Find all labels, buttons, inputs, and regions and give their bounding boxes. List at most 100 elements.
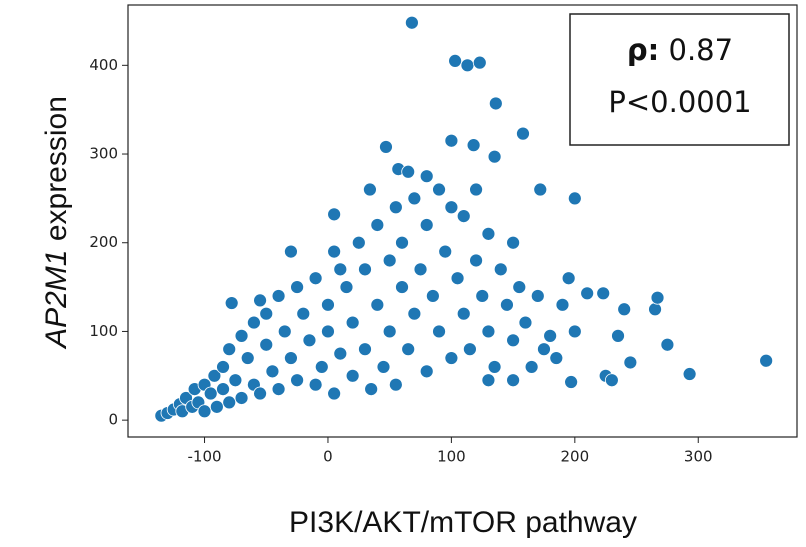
point bbox=[456, 306, 471, 321]
annotation-rho: ρ: 0.87 bbox=[627, 33, 733, 67]
point bbox=[265, 364, 280, 379]
annotation-box bbox=[569, 13, 790, 146]
point bbox=[481, 324, 496, 339]
point bbox=[469, 253, 483, 268]
point bbox=[290, 373, 305, 388]
point bbox=[682, 367, 697, 381]
point bbox=[302, 333, 317, 348]
point bbox=[358, 262, 372, 277]
point bbox=[512, 280, 527, 294]
point bbox=[271, 382, 286, 396]
point bbox=[351, 235, 366, 250]
point bbox=[370, 297, 385, 312]
point bbox=[395, 235, 409, 250]
point bbox=[327, 244, 342, 259]
point bbox=[395, 280, 409, 294]
rho-label: ρ: bbox=[627, 33, 659, 67]
point bbox=[401, 342, 416, 357]
point bbox=[561, 271, 576, 286]
point bbox=[450, 271, 465, 286]
point bbox=[216, 360, 230, 374]
point bbox=[444, 351, 459, 365]
point bbox=[388, 200, 403, 215]
point bbox=[345, 315, 360, 330]
point bbox=[388, 377, 403, 392]
point bbox=[327, 207, 342, 222]
point bbox=[339, 280, 354, 294]
point bbox=[488, 96, 503, 111]
point bbox=[506, 235, 521, 250]
x-tick-label: 0 bbox=[323, 448, 333, 466]
point bbox=[207, 368, 222, 383]
point bbox=[379, 140, 393, 154]
point bbox=[290, 280, 305, 294]
point bbox=[448, 53, 462, 68]
point bbox=[296, 306, 311, 321]
plot-frame bbox=[127, 4, 798, 438]
point bbox=[284, 351, 298, 365]
point bbox=[253, 386, 267, 401]
y-tick-label: 200 bbox=[89, 233, 118, 251]
point bbox=[425, 289, 440, 303]
x-tick-label: 300 bbox=[684, 448, 713, 466]
annotation-p: P<0.0001 bbox=[608, 85, 751, 119]
points bbox=[154, 15, 774, 423]
point bbox=[580, 286, 595, 301]
point bbox=[370, 218, 385, 232]
point bbox=[364, 382, 379, 396]
point bbox=[469, 182, 483, 197]
point bbox=[660, 337, 675, 352]
point bbox=[407, 191, 422, 206]
y-tick-label: 400 bbox=[89, 56, 118, 74]
y-label-rest: expression bbox=[40, 96, 73, 241]
point bbox=[596, 286, 611, 301]
point bbox=[308, 377, 323, 392]
point bbox=[224, 296, 239, 310]
point bbox=[533, 182, 548, 197]
point bbox=[419, 169, 434, 184]
point bbox=[493, 262, 508, 277]
point bbox=[466, 138, 481, 153]
point bbox=[407, 306, 422, 321]
point bbox=[472, 55, 487, 70]
point bbox=[537, 342, 551, 357]
point bbox=[419, 364, 434, 379]
point bbox=[216, 382, 230, 396]
point bbox=[506, 373, 521, 388]
y-tick-label: 0 bbox=[108, 411, 118, 429]
point bbox=[617, 302, 632, 317]
point bbox=[333, 262, 348, 277]
point bbox=[481, 226, 496, 241]
point bbox=[321, 324, 335, 339]
point bbox=[413, 262, 428, 277]
point bbox=[611, 328, 625, 343]
x-tick-label: -100 bbox=[188, 448, 222, 466]
point bbox=[271, 289, 286, 303]
point bbox=[222, 395, 237, 410]
point bbox=[567, 191, 582, 206]
point bbox=[543, 328, 558, 343]
point bbox=[487, 149, 502, 164]
point bbox=[549, 351, 564, 365]
point bbox=[240, 351, 255, 365]
x-tick-label: 100 bbox=[437, 448, 466, 466]
point bbox=[259, 306, 274, 321]
point bbox=[197, 404, 212, 419]
point bbox=[234, 391, 249, 405]
point bbox=[500, 297, 514, 312]
point bbox=[432, 182, 446, 197]
point bbox=[444, 133, 459, 148]
point bbox=[376, 360, 391, 374]
point bbox=[358, 342, 372, 357]
point bbox=[530, 289, 545, 303]
x-axis-label: PI3K/AKT/mTOR pathway bbox=[289, 506, 637, 539]
point bbox=[284, 244, 298, 259]
point bbox=[623, 355, 638, 370]
point bbox=[345, 368, 360, 383]
point bbox=[648, 302, 662, 317]
point bbox=[604, 373, 619, 388]
x-tick-label: 200 bbox=[561, 448, 590, 466]
point bbox=[555, 297, 570, 312]
point bbox=[524, 360, 539, 374]
